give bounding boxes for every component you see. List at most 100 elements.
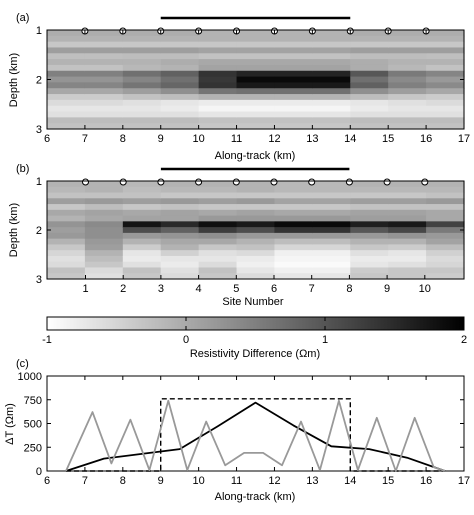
x-tick-label: 7 [82,133,88,145]
heatmap-cell [160,53,200,60]
heatmap-cell [198,105,238,113]
heatmap-cell [350,186,389,194]
heatmap-cell [350,47,389,54]
heatmap-cell [236,215,276,222]
heatmap-cell [47,105,86,113]
heatmap-cell [160,221,200,228]
heatmap-cell [47,238,86,246]
heatmap-cell [198,123,238,130]
heatmap-cell [312,192,351,199]
heatmap-cell [47,111,86,118]
heatmap-cell [47,273,86,280]
heatmap-cell [47,215,86,222]
heatmap-cell [426,76,465,84]
heatmap-cell [426,41,465,49]
heatmap-cell [426,82,465,89]
heatmap-cell [160,181,200,188]
x-tick-label: 7 [309,283,315,295]
heatmap-cell [312,30,351,37]
heatmap-cell [47,227,86,234]
site-marker [270,178,278,186]
heatmap-cell [426,192,465,199]
x-tick-label: 11 [231,133,242,145]
heatmap-cell [198,267,238,274]
heatmap-cell [312,35,351,43]
heatmap-cell [312,227,351,234]
heatmap-cell [350,209,389,217]
heatmap-cell [274,209,313,217]
heatmap-cell [198,82,238,89]
heatmap-cell [198,59,238,66]
x-tick-label: 17 [458,133,470,145]
colorbar-tick-label: 2 [461,334,467,346]
x-tick-label: 14 [344,133,356,145]
heatmap-cell [198,117,238,124]
heatmap-cell [388,105,427,113]
heatmap-cell [84,209,124,217]
heatmap-cell [312,261,351,269]
heatmap-cell [426,238,465,246]
heatmap-cell [236,111,276,118]
heatmap-cell [122,255,162,263]
heatmap-cell [84,99,124,107]
heatmap-cell [426,209,465,217]
heatmap-cell [122,47,162,54]
heatmap-cell [160,41,200,49]
x-tick-label: 8 [346,283,352,295]
heatmap-cell [388,227,427,234]
heatmap-cell [84,227,124,234]
heatmap-cell [426,244,465,251]
heatmap-cell [388,238,427,246]
heatmap-cell [236,105,276,113]
y-tick-label: 2 [36,225,42,237]
heatmap-cell [274,250,313,257]
heatmap-cell [122,181,162,188]
site-marker [308,178,316,186]
heatmap-cell [198,215,238,222]
heatmap-cell [350,64,389,72]
heatmap-cell [84,47,124,54]
heatmap-cell [198,76,238,84]
heatmap-cell [84,273,124,280]
heatmap-cell [274,215,313,222]
heatmap-cell [122,41,162,49]
x-tick-label: 15 [382,133,394,145]
heatmap-cell [84,244,124,251]
panel-c-ylabel: ΔT (Ωm) [4,403,16,445]
heatmap-cell [350,273,389,280]
heatmap-cell [236,186,276,194]
y-tick-label: 1 [36,25,42,37]
heatmap-cell [312,82,351,89]
heatmap-cell [274,76,313,84]
heatmap-cell [122,76,162,84]
x-tick-label: 15 [382,475,394,487]
heatmap-cell [312,53,351,60]
heatmap-cell [122,70,162,78]
heatmap-cell [160,261,200,269]
heatmap-cell [274,261,313,269]
colorbar-label: Resistivity Difference (Ωm) [190,348,320,360]
heatmap-cell [122,123,162,130]
heatmap-cell [350,99,389,107]
heatmap-cell [312,204,351,211]
colorbar-ticks: -1 0 1 2 [42,317,467,346]
heatmap-cell [388,76,427,84]
heatmap-cell [160,59,200,66]
heatmap-cell [47,181,86,188]
panel-a-ylabel: Depth (km) [8,53,20,107]
heatmap-cell [122,35,162,43]
heatmap-cell [198,47,238,54]
y-tick-label: 3 [36,274,42,286]
heatmap-cell [388,255,427,263]
heatmap-cell [312,41,351,49]
heatmap-cell [84,117,124,124]
heatmap-cell [236,123,276,130]
heatmap-cell [160,47,200,54]
heatmap-cell [160,192,200,199]
heatmap-cell [350,261,389,269]
heatmap-cell [198,88,238,95]
heatmap-cell [160,35,200,43]
heatmap-cell [198,70,238,78]
site-marker [195,178,203,186]
